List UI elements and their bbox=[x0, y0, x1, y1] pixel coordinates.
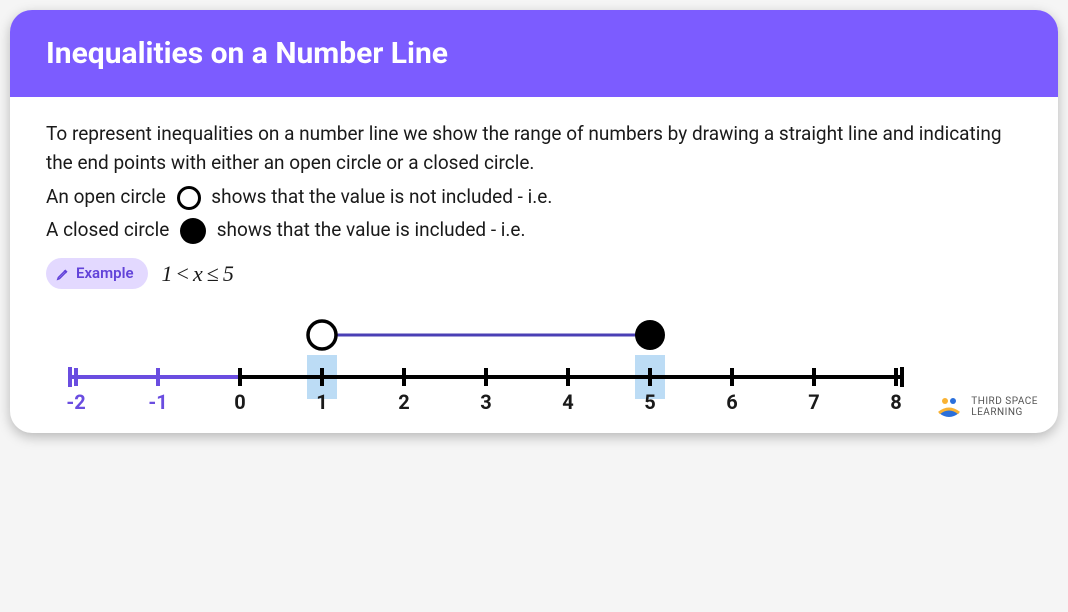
tick-label: -2 bbox=[66, 390, 85, 409]
lesson-card: Inequalities on a Number Line To represe… bbox=[10, 10, 1058, 433]
ineq-left: 1 bbox=[162, 261, 173, 286]
open-endpoint-circle bbox=[308, 321, 336, 349]
tick-label: 5 bbox=[644, 390, 655, 409]
numberline-container: -2 -1 0 1 2 3 4 5 6 7 8 bbox=[46, 299, 1022, 409]
logo-text: THIRD SPACE LEARNING bbox=[971, 396, 1038, 418]
tick-label: 6 bbox=[726, 390, 737, 409]
closed-circle-icon bbox=[180, 218, 206, 244]
ineq-var: x bbox=[193, 261, 203, 286]
inequality-expression: 1<x≤5 bbox=[162, 257, 234, 291]
tick-label: 0 bbox=[234, 390, 245, 409]
closed-text-before: A closed circle bbox=[46, 218, 169, 241]
logo-line1: THIRD SPACE bbox=[971, 396, 1038, 407]
tick-label: 3 bbox=[480, 390, 491, 409]
logo-line2: LEARNING bbox=[971, 407, 1038, 418]
pencil-icon bbox=[56, 267, 70, 281]
logo-mark-icon bbox=[935, 395, 963, 419]
page-title: Inequalities on a Number Line bbox=[46, 36, 1022, 71]
example-row: Example 1<x≤5 bbox=[46, 257, 1022, 291]
ineq-op1: < bbox=[173, 261, 193, 286]
card-header: Inequalities on a Number Line bbox=[10, 10, 1058, 97]
tick-label: 7 bbox=[808, 390, 819, 409]
brand-logo: THIRD SPACE LEARNING bbox=[935, 395, 1038, 419]
tick-label: -1 bbox=[148, 390, 167, 409]
card-content: To represent inequalities on a number li… bbox=[10, 97, 1058, 433]
tick-label: 4 bbox=[562, 390, 573, 409]
open-circle-icon bbox=[177, 186, 201, 210]
example-badge-label: Example bbox=[76, 262, 134, 285]
tick-label: 1 bbox=[316, 390, 327, 409]
ineq-right: 5 bbox=[223, 261, 234, 286]
ineq-op2: ≤ bbox=[203, 261, 223, 286]
intro-text: To represent inequalities on a number li… bbox=[46, 119, 1022, 178]
closed-endpoint-circle bbox=[635, 320, 665, 350]
tick-label: 2 bbox=[398, 390, 409, 409]
open-circle-line: An open circle shows that the value is n… bbox=[46, 182, 1022, 211]
numberline-svg: -2 -1 0 1 2 3 4 5 6 7 8 bbox=[46, 299, 926, 409]
tick-label: 8 bbox=[890, 390, 901, 409]
closed-circle-line: A closed circle shows that the value is … bbox=[46, 215, 1022, 244]
open-text-before: An open circle bbox=[46, 185, 166, 208]
closed-text-after: shows that the value is included - i.e. bbox=[217, 218, 526, 241]
example-badge: Example bbox=[46, 258, 148, 289]
open-text-after: shows that the value is not included - i… bbox=[211, 185, 552, 208]
